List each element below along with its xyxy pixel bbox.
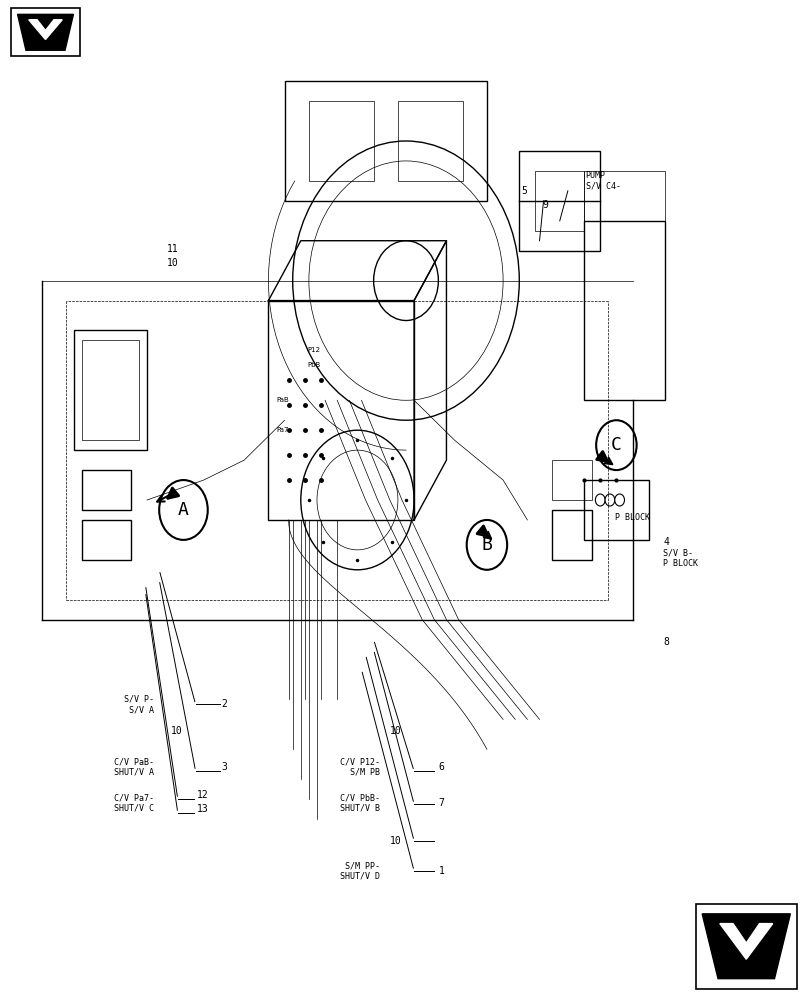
Polygon shape: [719, 924, 772, 959]
Bar: [551, 510, 591, 560]
Text: 8: 8: [663, 637, 668, 647]
Text: C/V Pa7-
SHUT/V C: C/V Pa7- SHUT/V C: [114, 793, 153, 813]
Text: 2: 2: [221, 699, 227, 709]
Bar: [82, 520, 131, 560]
Bar: [534, 171, 583, 231]
Text: P12: P12: [307, 347, 320, 353]
Bar: [268, 301, 414, 520]
Text: P BLOCK: P BLOCK: [614, 513, 649, 522]
Text: C/V PaB-
SHUT/V A: C/V PaB- SHUT/V A: [114, 758, 153, 777]
Text: 10: 10: [389, 836, 401, 846]
Text: 13: 13: [197, 804, 208, 814]
Text: 5: 5: [521, 186, 526, 196]
Text: C: C: [610, 436, 621, 454]
Circle shape: [614, 494, 624, 506]
Text: PaB: PaB: [277, 397, 289, 403]
Bar: [583, 221, 664, 400]
Text: C/V PbB-
SHUT/V B: C/V PbB- SHUT/V B: [340, 793, 380, 813]
Circle shape: [604, 494, 614, 506]
Text: 9: 9: [541, 200, 547, 210]
Bar: [583, 171, 664, 221]
Bar: [695, 904, 796, 989]
Text: S/V B-
P BLOCK: S/V B- P BLOCK: [663, 548, 697, 568]
Polygon shape: [702, 914, 789, 979]
Bar: [308, 101, 373, 181]
Text: 10: 10: [389, 726, 401, 736]
Text: 12: 12: [197, 790, 208, 800]
Text: A: A: [178, 501, 189, 519]
Text: S/V P-
S/V A: S/V P- S/V A: [123, 695, 153, 714]
Text: C/V P12-
S/M PB: C/V P12- S/M PB: [340, 758, 380, 777]
Text: B: B: [481, 536, 491, 554]
Text: 11: 11: [167, 244, 178, 254]
Text: Pa7: Pa7: [277, 427, 289, 433]
Bar: [285, 81, 487, 201]
Text: PUMP
S/V C4-: PUMP S/V C4-: [585, 171, 620, 191]
Text: PbB: PbB: [307, 362, 320, 368]
Bar: [74, 330, 147, 450]
Circle shape: [594, 494, 604, 506]
Bar: [11, 8, 79, 56]
Bar: [397, 101, 462, 181]
Polygon shape: [18, 14, 73, 50]
Text: 10: 10: [167, 258, 178, 268]
Text: 1: 1: [438, 866, 444, 876]
Text: 10: 10: [171, 726, 182, 736]
Text: S/M PP-
SHUT/V D: S/M PP- SHUT/V D: [340, 861, 380, 881]
Text: 7: 7: [438, 798, 444, 808]
Bar: [551, 460, 591, 500]
Bar: [82, 470, 131, 510]
Text: 6: 6: [438, 762, 444, 772]
Bar: [82, 340, 139, 440]
Text: 3: 3: [221, 762, 227, 772]
Bar: [583, 480, 648, 540]
Polygon shape: [28, 20, 62, 39]
Bar: [519, 151, 599, 251]
Text: 4: 4: [663, 537, 668, 547]
